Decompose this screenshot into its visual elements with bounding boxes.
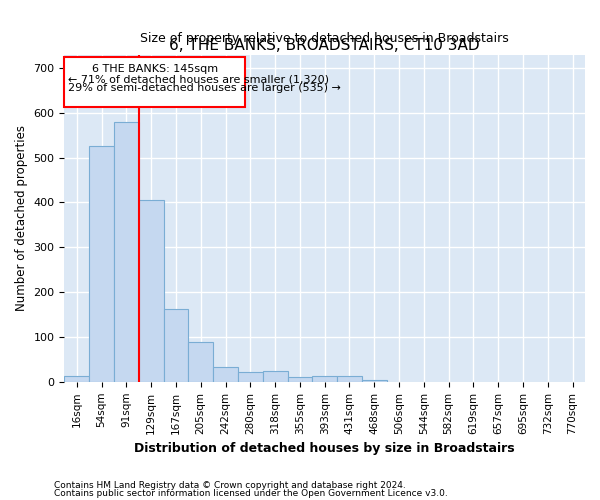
Bar	[337, 376, 362, 382]
Text: Contains public sector information licensed under the Open Government Licence v3: Contains public sector information licen…	[54, 488, 448, 498]
Text: 29% of semi-detached houses are larger (535) →: 29% of semi-detached houses are larger (…	[68, 83, 341, 93]
Bar	[114, 122, 139, 382]
Bar	[313, 376, 337, 382]
Text: ← 71% of detached houses are smaller (1,320): ← 71% of detached houses are smaller (1,…	[68, 74, 329, 85]
Text: Contains HM Land Registry data © Crown copyright and database right 2024.: Contains HM Land Registry data © Crown c…	[54, 481, 406, 490]
Bar	[139, 200, 164, 382]
Bar	[238, 372, 263, 382]
Bar	[263, 371, 287, 382]
Bar	[362, 380, 386, 382]
FancyBboxPatch shape	[64, 57, 245, 108]
Bar	[89, 146, 114, 382]
Bar	[64, 376, 89, 382]
Text: Size of property relative to detached houses in Broadstairs: Size of property relative to detached ho…	[140, 32, 509, 44]
Bar	[287, 378, 313, 382]
Bar	[213, 368, 238, 382]
Title: 6, THE BANKS, BROADSTAIRS, CT10 3AD: 6, THE BANKS, BROADSTAIRS, CT10 3AD	[169, 38, 480, 54]
Bar	[188, 342, 213, 382]
Text: 6 THE BANKS: 145sqm: 6 THE BANKS: 145sqm	[92, 64, 218, 74]
X-axis label: Distribution of detached houses by size in Broadstairs: Distribution of detached houses by size …	[134, 442, 515, 455]
Y-axis label: Number of detached properties: Number of detached properties	[15, 125, 28, 311]
Bar	[164, 308, 188, 382]
